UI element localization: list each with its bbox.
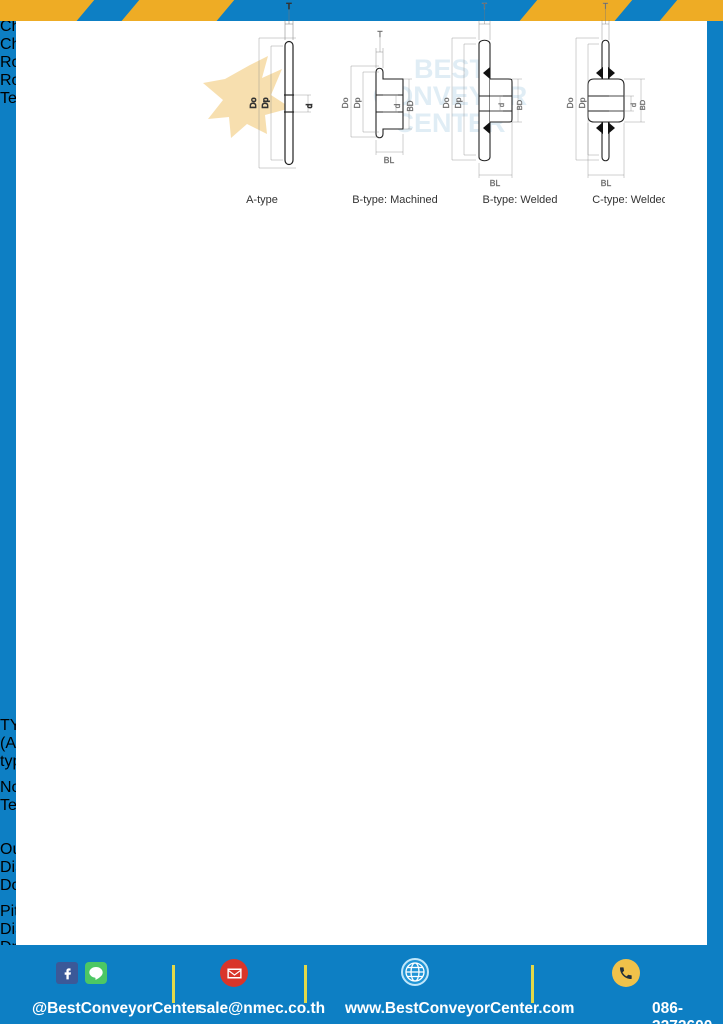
svg-text:B-type: Machined: B-type: Machined xyxy=(352,194,438,206)
svg-text:d: d xyxy=(304,103,314,108)
svg-text:A-type: A-type xyxy=(246,194,278,206)
svg-text:T: T xyxy=(603,1,608,11)
svg-text:d: d xyxy=(393,104,402,108)
svg-text:C-type: Welded: C-type: Welded xyxy=(592,194,665,206)
svg-text:BD: BD xyxy=(638,99,647,110)
svg-text:Dp: Dp xyxy=(260,97,270,108)
svg-text:Do: Do xyxy=(565,97,575,108)
svg-text:BD: BD xyxy=(406,100,415,111)
svg-text:B-type: Welded: B-type: Welded xyxy=(482,194,557,206)
svg-text:d: d xyxy=(629,103,638,107)
svg-text:Do: Do xyxy=(441,97,451,108)
svg-text:T: T xyxy=(482,1,487,11)
svg-text:BL: BL xyxy=(601,178,612,188)
svg-text:Dp: Dp xyxy=(453,97,463,108)
svg-text:Do: Do xyxy=(248,97,258,108)
svg-text:BEST: BEST xyxy=(414,54,487,84)
svg-text:T: T xyxy=(377,29,382,39)
svg-text:BL: BL xyxy=(384,155,395,165)
svg-text:Dp: Dp xyxy=(577,97,587,108)
svg-text:Do: Do xyxy=(340,97,350,108)
svg-text:d: d xyxy=(497,103,506,107)
svg-text:T: T xyxy=(286,1,291,11)
svg-text:Dp: Dp xyxy=(352,97,362,108)
svg-text:BD: BD xyxy=(515,99,524,110)
svg-text:BL: BL xyxy=(490,178,501,188)
